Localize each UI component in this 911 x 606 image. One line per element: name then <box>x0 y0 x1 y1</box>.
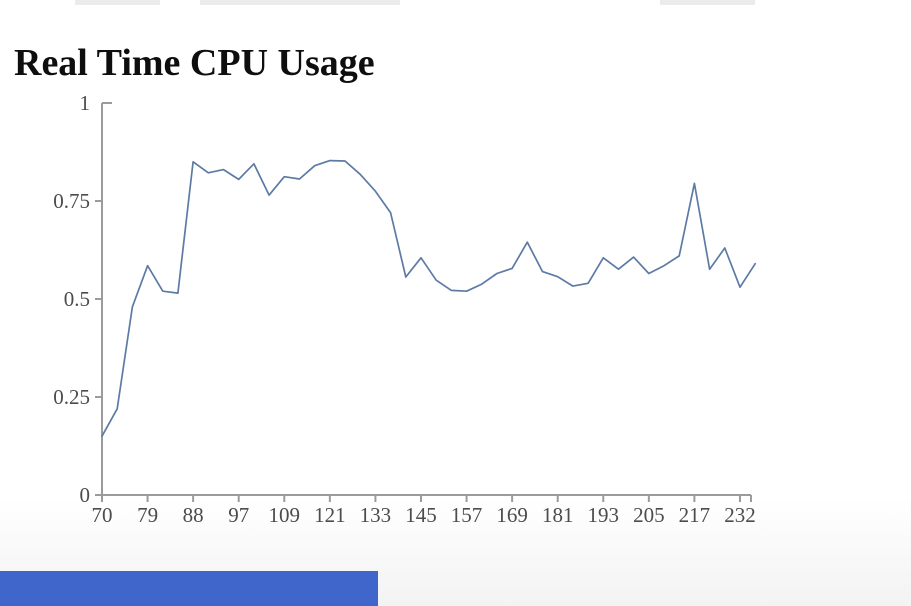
cpu-usage-line <box>101 159 757 438</box>
x-tick-label: 169 <box>496 503 528 527</box>
y-tick-label: 0.25 <box>53 385 90 409</box>
page-title: Real Time CPU Usage <box>14 42 375 85</box>
x-tick-label: 205 <box>633 503 665 527</box>
top-edge-artifact <box>660 0 755 5</box>
x-tick-label: 145 <box>405 503 437 527</box>
x-tick-label: 121 <box>314 503 346 527</box>
x-tick-label: 181 <box>542 503 574 527</box>
top-edge-artifact <box>200 0 400 5</box>
x-tick-label: 79 <box>137 503 158 527</box>
x-tick-label: 109 <box>269 503 301 527</box>
x-tick-label: 232 <box>724 503 756 527</box>
x-tick-label: 157 <box>451 503 483 527</box>
x-tick-label: 133 <box>360 503 392 527</box>
player-bar <box>0 571 911 606</box>
y-tick-label: 0 <box>80 483 91 507</box>
x-tick-label: 70 <box>92 503 113 527</box>
top-edge-artifact <box>75 0 160 5</box>
video-progress-bar[interactable] <box>0 571 378 606</box>
y-tick-label: 0.75 <box>53 189 90 213</box>
y-tick-label: 0.5 <box>64 287 90 311</box>
x-tick-label: 193 <box>588 503 620 527</box>
x-tick-label: 88 <box>183 503 204 527</box>
x-tick-label: 217 <box>679 503 711 527</box>
y-tick-label: 1 <box>80 91 91 115</box>
x-tick-label: 97 <box>228 503 249 527</box>
